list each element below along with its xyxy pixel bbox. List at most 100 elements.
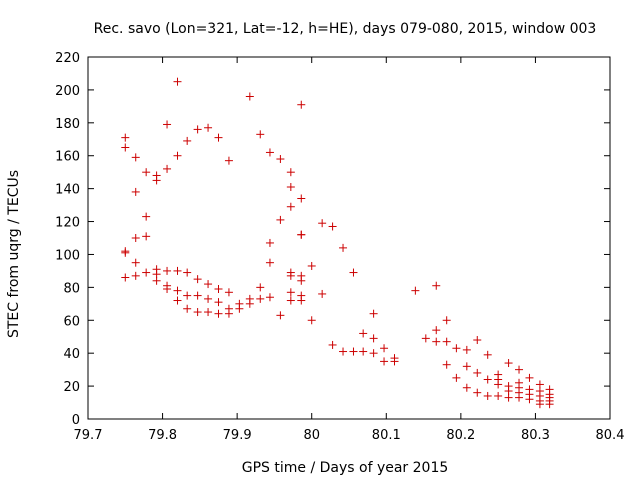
data-point [411,286,420,295]
data-point [504,393,513,402]
y-tick-label: 120 [55,216,80,231]
data-point [483,375,492,384]
x-axis-label: GPS time / Days of year 2015 [242,460,449,476]
data-point [183,304,192,313]
data-point [535,400,544,409]
data-point [193,308,202,317]
data-point [131,187,140,196]
data-point [173,77,182,86]
data-point [297,100,306,109]
data-point [297,296,306,305]
data-point [142,212,151,221]
x-tick-label: 80 [303,428,320,443]
data-point [494,380,503,389]
y-tick-label: 40 [63,347,80,362]
x-tick-label: 80.3 [521,428,550,443]
data-point [173,296,182,305]
data-point [369,349,378,358]
data-point [131,234,140,242]
data-point [131,153,140,162]
data-point [204,280,213,289]
data-point [380,357,389,366]
data-point [339,347,348,356]
y-tick-label: 180 [55,117,80,132]
data-point [349,268,358,277]
data-point [131,258,140,267]
data-point [142,232,151,241]
data-point [286,168,295,177]
data-point [265,293,274,302]
data-point [473,388,482,397]
data-point [369,309,378,318]
data-point [276,155,285,164]
data-point [265,148,274,157]
data-point [214,285,223,294]
data-point [462,345,471,354]
data-point [265,258,274,267]
data-point [193,125,202,134]
data-point [183,136,192,145]
data-point [515,393,524,402]
data-point [494,391,503,400]
data-point [432,337,441,346]
data-point [452,373,461,382]
y-tick-label: 100 [55,248,80,263]
x-tick-label: 79.8 [148,428,177,443]
data-point [432,326,441,335]
y-tick-label: 160 [55,150,80,165]
data-point [121,247,130,256]
y-axis-ticks: 0 20 40 60 80 100 120 140 160 180 200 220 [55,51,610,428]
data-point [235,304,244,313]
data-point [442,360,451,369]
data-point [152,276,161,285]
data-point [173,151,182,160]
data-point [297,194,306,203]
data-point [525,395,534,404]
data-point [183,291,192,300]
data-point [193,275,202,284]
data-point [442,316,451,325]
data-point [462,383,471,392]
plot-frame [87,56,611,420]
x-tick-label: 79.7 [74,428,103,443]
data-point [359,347,368,356]
data-point [163,266,172,275]
data-point [204,308,213,317]
data-point [214,133,223,142]
data-point [286,296,295,305]
y-tick-label: 140 [55,183,80,198]
data-point [307,261,316,270]
data-point [173,286,182,295]
y-tick-label: 220 [55,51,80,66]
data-point [131,271,140,280]
data-point [224,309,233,318]
data-point [307,316,316,325]
data-point [121,133,130,142]
y-axis-label: STEC from uqrg / TECUs [6,170,22,338]
data-point [245,299,254,308]
data-point [173,266,182,275]
data-point [163,164,172,173]
data-point [256,294,265,303]
data-point [163,120,172,129]
data-point [318,219,327,228]
data-point [421,334,430,343]
data-point [390,357,399,366]
data-point [214,298,223,307]
y-tick-label: 20 [63,380,80,395]
data-point [204,294,213,303]
data-point [359,329,368,338]
data-point [297,276,306,285]
x-tick-label: 80.2 [446,428,475,443]
data-point [504,359,513,368]
data-point [369,334,378,343]
chart-title: Rec. savo (Lon=321, Lat=-12, h=HE), days… [94,21,597,37]
data-point [204,123,213,132]
data-point [214,309,223,318]
data-point [163,285,172,294]
data-point [286,288,295,297]
x-tick-label: 80.1 [372,428,401,443]
data-point [473,368,482,377]
data-points [121,77,554,409]
data-point [452,344,461,353]
